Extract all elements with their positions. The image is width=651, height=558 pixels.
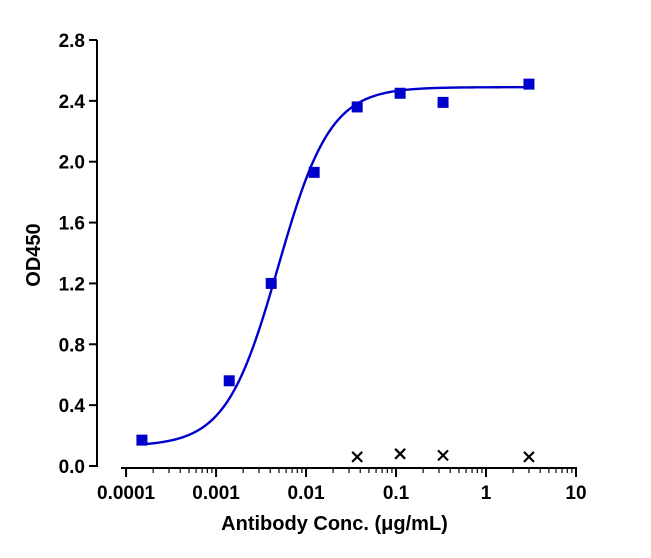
tick-labels: 0.0 0.4 0.8 1.2 1.6 2.0 2.4 2.8 0.0001 0.001 0.01 0… [59,31,587,504]
data-markers [136,78,535,463]
y-tick-label: 0.0 [59,457,85,478]
data-point-square [308,166,320,178]
x-tick-label: 1 [481,483,492,504]
x-tick-label: 0.01 [288,483,325,504]
x-marker-stroke [394,448,406,460]
axis-major-ticks [89,39,577,477]
y-tick-label: 2.0 [59,153,85,174]
data-point-x [523,451,535,463]
x-marker-stroke [351,451,363,463]
y-tick-label: 1.2 [59,274,85,295]
data-point-square [265,277,277,289]
y-tick-label: 0.4 [59,396,86,417]
data-point-x [394,448,406,460]
x-tick-label: 0.0001 [97,483,156,504]
x-axis-title: Antibody Conc. (μg/mL) [221,513,448,535]
data-point-x [351,451,363,463]
data-point-square [351,101,363,113]
data-point-square [136,434,148,446]
y-tick-label: 0.8 [59,335,85,356]
y-axis-title: OD450 [23,223,45,286]
x-tick-label: 10 [565,483,586,504]
x-marker-stroke [437,449,449,462]
data-point-square [394,87,406,99]
y-tick-label: 2.4 [59,92,86,113]
y-tick-label: 2.8 [59,31,85,52]
x-tick-label: 0.1 [383,483,410,504]
data-point-square [523,78,535,90]
fit-curve [141,85,529,446]
data-point-square [223,375,235,387]
data-point-square [437,96,449,108]
y-tick-label: 1.6 [59,214,85,235]
x-marker-stroke [523,451,535,463]
data-point-x [437,449,449,462]
x-tick-label: 0.001 [192,483,240,504]
